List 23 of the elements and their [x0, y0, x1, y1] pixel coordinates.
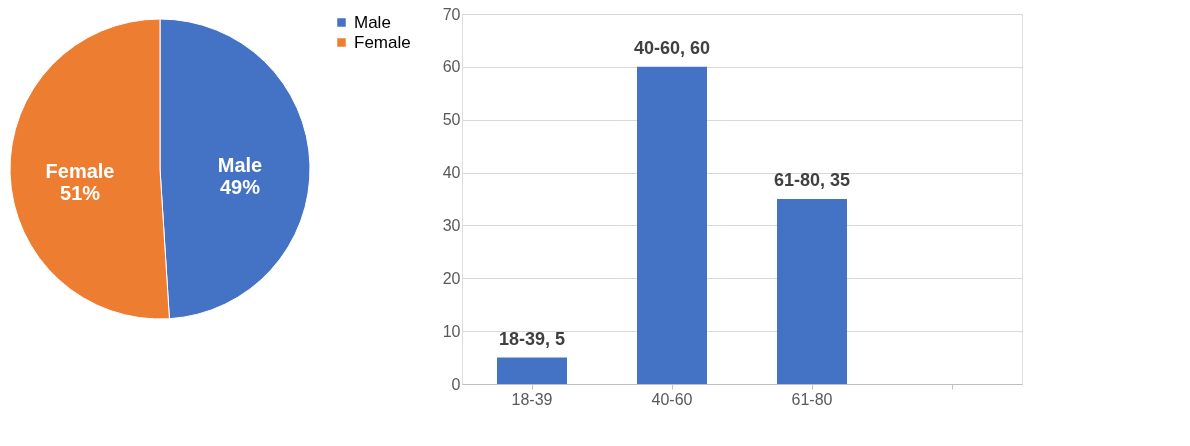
bar: [637, 66, 707, 384]
data-label: 49%: [219, 176, 261, 199]
x-tick-label: 61-80: [791, 390, 833, 408]
y-tick-label: 0: [451, 375, 461, 393]
slice-label: Male: [217, 154, 263, 177]
slice-label: Female: [45, 159, 115, 182]
y-tick-label: 20: [442, 269, 461, 287]
y-tick-label: 70: [442, 5, 461, 23]
y-tick-label: 40: [442, 164, 461, 182]
legend-label: Male: [354, 12, 391, 32]
legend-label: Female: [354, 32, 411, 52]
y-tick-label: 60: [442, 58, 461, 76]
y-tick-label: 30: [442, 216, 461, 234]
x-tick-label: 18-39: [511, 390, 553, 408]
y-tick-label: 50: [442, 111, 461, 129]
data-label: 61-80, 35: [773, 170, 851, 190]
bar: [777, 199, 847, 384]
data-label: 40-60, 60: [633, 37, 711, 58]
bar: [497, 357, 567, 384]
data-label: 18-39, 5: [498, 328, 566, 349]
data-label: 51%: [60, 181, 101, 204]
x-tick-label: 40-60: [651, 390, 693, 408]
y-tick-label: 10: [442, 322, 461, 340]
